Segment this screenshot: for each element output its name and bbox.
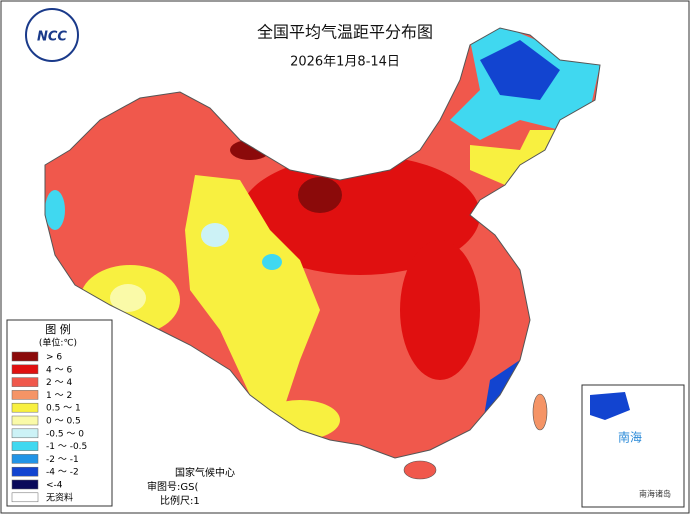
footer-scale: 比例尺:1 xyxy=(160,494,200,507)
inset-islands: 南海诸岛 xyxy=(639,489,671,499)
legend-swatch xyxy=(11,441,39,451)
legend-label: 无资料 xyxy=(46,491,73,503)
inset-land xyxy=(590,392,630,420)
legend-label: -0.5 ～ 0 xyxy=(46,429,84,439)
legend-label: > 6 xyxy=(46,353,62,363)
legend-label: -1 ～ -0.5 xyxy=(46,442,87,452)
legend-swatch xyxy=(11,492,39,503)
legend-swatch xyxy=(11,454,39,464)
logo xyxy=(25,8,79,62)
footer-review: 审图号:GS( xyxy=(147,480,198,493)
legend-swatch xyxy=(11,364,39,375)
logo-text: NCC xyxy=(37,30,67,45)
legend-swatch xyxy=(11,479,39,490)
legend: 图 例 (单位:℃) > 6 4 ～ 6 2 ～ 4 1 ～ 2 0.5 ～ 1 0 ～ … xyxy=(6,319,113,507)
legend-title: 图 例 xyxy=(45,322,71,336)
footer-agency: 国家气候中心 xyxy=(175,466,235,479)
title: 全国平均气温距平分布图 xyxy=(257,23,433,42)
legend-label: -2 ～ -1 xyxy=(46,455,79,465)
legend-swatch xyxy=(11,402,39,413)
legend-swatch xyxy=(11,415,39,426)
legend-label: 4 ～ 6 xyxy=(46,365,72,375)
border xyxy=(44,27,601,459)
legend-label: 1 ～ 2 xyxy=(46,391,72,401)
legend-swatch xyxy=(11,428,39,439)
legend-label: 2 ～ 4 xyxy=(46,378,72,388)
legend-label: <-4 xyxy=(46,481,63,491)
legend-label: 0.5 ～ 1 xyxy=(46,404,81,414)
legend-unit: (单位:℃) xyxy=(39,337,77,349)
legend-swatch xyxy=(11,351,39,362)
legend-swatch xyxy=(11,377,39,387)
legend-swatch xyxy=(11,390,39,400)
inset-sea: 南海 xyxy=(618,430,642,445)
taiwan xyxy=(532,393,548,431)
legend-label: -4 ～ -2 xyxy=(46,468,79,478)
hainan xyxy=(403,460,437,480)
subtitle: 2026年1月8-14日 xyxy=(290,55,400,70)
legend-label: 0 ～ 0.5 xyxy=(46,417,81,427)
legend-swatch xyxy=(11,466,39,477)
